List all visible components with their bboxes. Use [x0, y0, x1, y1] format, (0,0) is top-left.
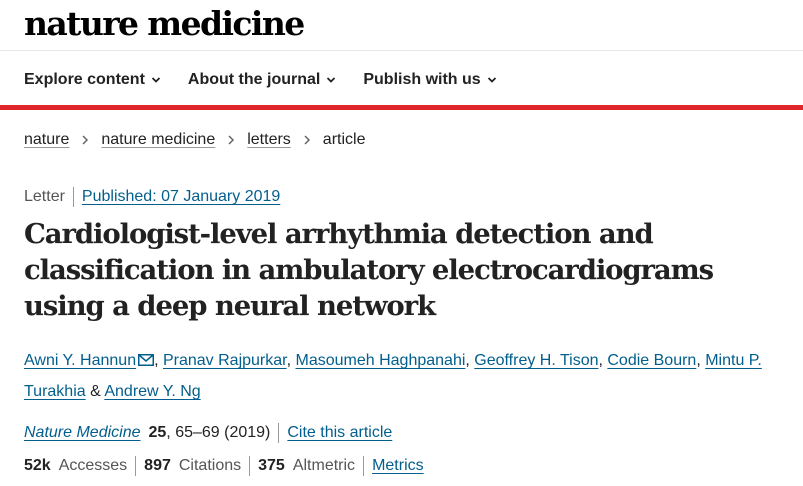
nav-item-label: About the journal [187, 71, 321, 88]
nav-publish-with-us[interactable]: Publish with us [363, 71, 496, 89]
breadcrumb-current: article [322, 131, 366, 148]
volume-number: 25 [148, 424, 167, 441]
chevron-right-icon [82, 135, 89, 145]
cite-this-article-link[interactable]: Cite this article [287, 424, 393, 441]
author-list: Awni Y. Hannun, Pranav Rajpurkar, Masoum… [24, 345, 784, 407]
author-separator: , [286, 352, 296, 369]
nav-item-label: Explore content [24, 71, 145, 88]
divider [72, 187, 74, 207]
nav-item-label: Publish with us [363, 71, 481, 88]
author-link[interactable]: Pranav Rajpurkar [162, 352, 287, 369]
breadcrumb: nature nature medicine letters article [24, 131, 365, 149]
citations-label: Citations [178, 457, 242, 474]
chevron-right-icon [228, 135, 235, 145]
accesses-label: Accesses [58, 457, 128, 474]
main-nav: Explore content About the journal Publis… [24, 62, 497, 98]
article-meta: Letter Published: 07 January 2019 [24, 187, 280, 207]
pages-year: , 65–69 (2019) [166, 424, 271, 441]
published-date-link[interactable]: Published: 07 January 2019 [81, 188, 281, 205]
author-separator: , [465, 352, 475, 369]
journal-link[interactable]: Nature Medicine [24, 424, 141, 441]
divider [135, 456, 137, 476]
chevron-down-icon [151, 77, 161, 83]
author-link[interactable]: Masoumeh Haghpanahi [295, 352, 466, 369]
author-separator: , [696, 352, 706, 369]
altmetric-label: Altmetric [292, 457, 356, 474]
nav-about-the-journal[interactable]: About the journal [188, 71, 336, 89]
header-divider [0, 50, 803, 51]
envelope-icon[interactable] [138, 354, 155, 366]
altmetric-count: 375 [258, 457, 285, 474]
author-link[interactable]: Awni Y. Hannun [24, 352, 137, 369]
chevron-down-icon [487, 77, 496, 83]
chevron-right-icon [304, 135, 310, 145]
article-type: Letter [24, 188, 65, 205]
author-separator: , [154, 352, 163, 369]
breadcrumb-nature-medicine[interactable]: nature medicine [101, 131, 216, 148]
divider [249, 456, 251, 476]
article-title: Cardiologist-level arrhythmia detection … [24, 218, 714, 322]
author-separator: & [85, 383, 105, 400]
author-link[interactable]: Geoffrey H. Tison [474, 352, 599, 369]
site-logo[interactable]: nature medicine [24, 4, 305, 48]
breadcrumb-nature[interactable]: nature [24, 131, 70, 148]
nav-explore-content[interactable]: Explore content [24, 71, 161, 89]
citation-line: Nature Medicine 25 , 65–69 (2019) Cite t… [24, 423, 392, 443]
metrics-link[interactable]: Metrics [372, 457, 424, 474]
divider [363, 456, 365, 476]
citations-count: 897 [144, 457, 171, 474]
accesses-count: 52k [24, 457, 51, 474]
article-metrics: 52k Accesses 897 Citations 375 Altmetric… [24, 456, 424, 476]
breadcrumb-letters[interactable]: letters [247, 131, 291, 148]
accent-bar [0, 105, 803, 110]
author-link[interactable]: Codie Bourn [607, 352, 697, 369]
logo-text: nature medicine [24, 4, 305, 43]
author-link[interactable]: Mintu P. Turakhia [24, 352, 762, 400]
chevron-down-icon [327, 77, 336, 83]
author-separator: , [598, 352, 608, 369]
author-link[interactable]: Andrew Y. Ng [104, 383, 201, 400]
divider [278, 423, 280, 443]
